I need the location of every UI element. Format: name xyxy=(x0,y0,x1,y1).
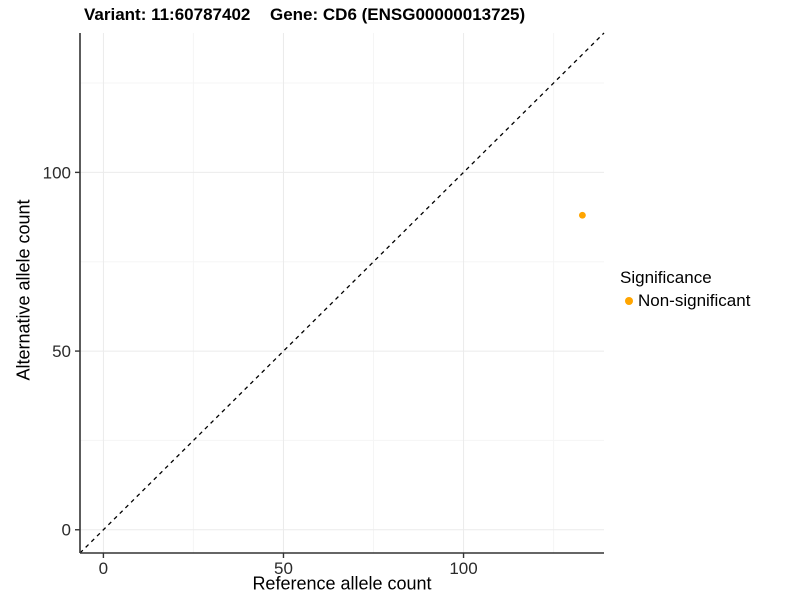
plot-title-gene: Gene: CD6 (ENSG00000013725) xyxy=(270,5,526,24)
y-axis-label: Alternative allele count xyxy=(13,199,34,381)
x-tick-label: 100 xyxy=(449,559,477,578)
legend-point-icon xyxy=(625,297,633,305)
legend-item: Non-significant xyxy=(620,291,750,311)
data-point xyxy=(578,211,586,219)
plot-title-variant: Variant: 11:60787402 xyxy=(84,5,251,24)
legend-item-label: Non-significant xyxy=(638,291,751,310)
y-tick-label: 100 xyxy=(43,163,71,182)
x-axis-label: Reference allele count xyxy=(252,573,432,594)
legend: Significance Non-significant xyxy=(620,268,750,311)
y-tick-label: 50 xyxy=(52,342,71,361)
y-tick-label: 0 xyxy=(62,521,71,540)
x-tick-label: 50 xyxy=(274,559,293,578)
legend-title: Significance xyxy=(620,268,712,287)
identity-reference-line xyxy=(79,32,605,554)
x-tick-label: 0 xyxy=(99,559,108,578)
